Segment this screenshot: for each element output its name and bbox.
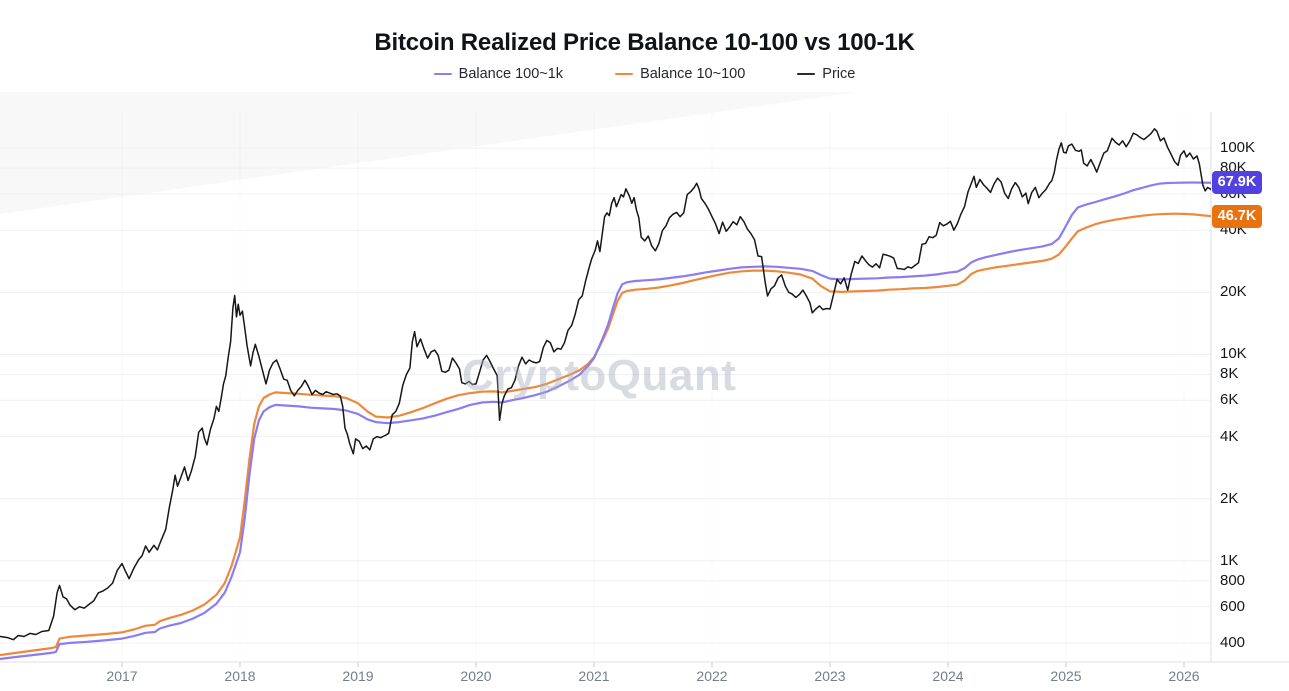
series-line-balance-10-100[interactable] — [0, 212, 1214, 657]
chart-legend: Balance 100~1k Balance 10~100 Price — [0, 66, 1289, 82]
series-line-price[interactable] — [0, 128, 1214, 641]
x-axis-label: 2024 — [932, 668, 964, 684]
x-axis-label: 2026 — [1168, 668, 1200, 684]
y-axis-label: 400 — [1220, 634, 1246, 651]
x-axis-label: 2019 — [342, 668, 374, 684]
y-axis-label: 8K — [1220, 365, 1239, 383]
y-axis-label: 800 — [1220, 571, 1246, 589]
x-axis-label: 2025 — [1050, 668, 1082, 684]
legend-item-balance-100-1k[interactable]: Balance 100~1k — [433, 66, 564, 82]
legend-item-price[interactable]: Price — [797, 66, 855, 82]
legend-label: Balance 100~1k — [458, 66, 564, 82]
x-axis-label: 2021 — [578, 668, 610, 684]
y-axis-label: 4K — [1220, 427, 1239, 445]
y-axis-label: 1K — [1220, 551, 1239, 569]
x-axis-label: 2020 — [460, 668, 492, 684]
purple-line-swatch-icon — [433, 72, 452, 76]
last-value-badge-balance-100-1k: 67.9K — [1212, 171, 1262, 194]
orange-line-swatch-icon — [615, 72, 634, 76]
chart-title: Bitcoin Realized Price Balance 10-100 vs… — [374, 29, 915, 56]
black-line-swatch-icon — [797, 72, 816, 76]
legend-item-balance-10-100[interactable]: Balance 10~100 — [615, 66, 745, 82]
x-axis-label: 2023 — [814, 668, 846, 684]
x-axis-label: 2018 — [224, 668, 256, 684]
legend-label: Price — [822, 66, 856, 82]
y-axis-label: 100K — [1220, 139, 1256, 157]
y-axis-label: 20K — [1220, 283, 1247, 301]
x-axis-label: 2017 — [106, 668, 138, 684]
y-axis-label: 2K — [1220, 489, 1239, 507]
y-axis-label: 6K — [1220, 391, 1239, 409]
series-line-balance-100-1k[interactable] — [0, 181, 1214, 660]
legend-label: Balance 10~100 — [640, 66, 746, 82]
last-value-badge-balance-10-100: 46.7K — [1212, 205, 1262, 228]
x-axis-label: 2022 — [696, 668, 728, 684]
y-axis-label: 600 — [1220, 597, 1246, 615]
y-axis-label: 10K — [1220, 345, 1247, 363]
